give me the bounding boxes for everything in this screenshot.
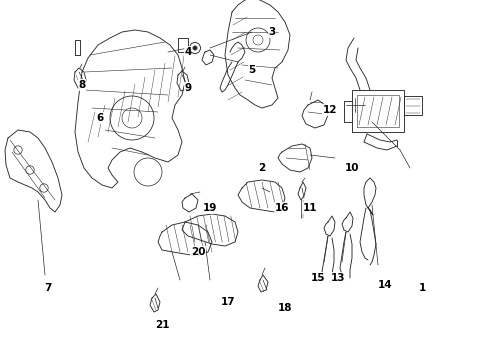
Text: 17: 17	[220, 297, 235, 307]
Text: 10: 10	[344, 163, 359, 173]
Text: 9: 9	[184, 83, 191, 93]
Text: 15: 15	[310, 273, 325, 283]
Text: 3: 3	[268, 27, 275, 37]
Text: 8: 8	[78, 80, 85, 90]
Text: 21: 21	[154, 320, 169, 330]
Text: 7: 7	[44, 283, 52, 293]
Text: 2: 2	[258, 163, 265, 173]
Circle shape	[192, 46, 197, 50]
Text: 19: 19	[203, 203, 217, 213]
Text: 5: 5	[248, 65, 255, 75]
Text: 12: 12	[322, 105, 337, 115]
Text: 16: 16	[274, 203, 289, 213]
Text: 6: 6	[96, 113, 103, 123]
Text: 20: 20	[190, 247, 205, 257]
Text: 14: 14	[377, 280, 391, 290]
Text: 11: 11	[302, 203, 317, 213]
Text: 4: 4	[184, 47, 191, 57]
Text: 13: 13	[330, 273, 345, 283]
Text: 18: 18	[277, 303, 292, 313]
Text: 1: 1	[418, 283, 425, 293]
